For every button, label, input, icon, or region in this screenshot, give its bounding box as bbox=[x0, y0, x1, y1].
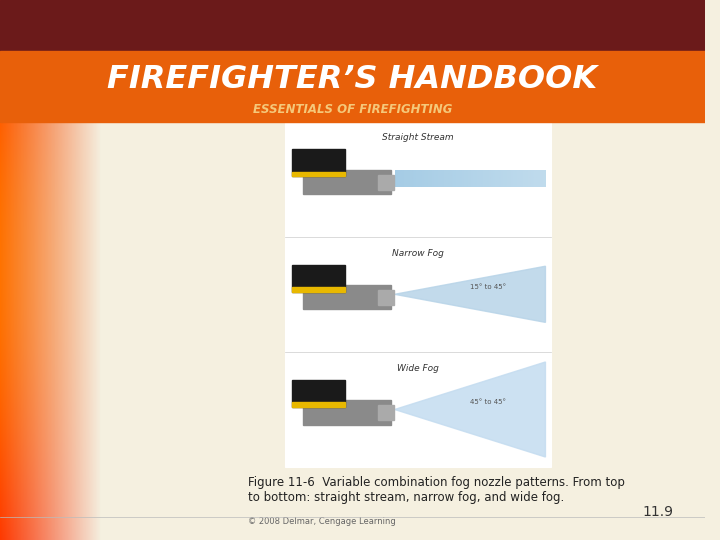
Text: Narrow Fog: Narrow Fog bbox=[392, 248, 444, 258]
Text: © 2008 Delmar, Cengage Learning: © 2008 Delmar, Cengage Learning bbox=[248, 517, 396, 526]
Text: Straight Stream: Straight Stream bbox=[382, 133, 454, 143]
Polygon shape bbox=[395, 362, 546, 457]
Bar bbox=[292, 150, 346, 177]
Text: ESSENTIALS OF FIREFIGHTING: ESSENTIALS OF FIREFIGHTING bbox=[253, 103, 452, 116]
Text: 15° to 45°: 15° to 45° bbox=[470, 284, 506, 290]
Bar bbox=[0, 0, 705, 51]
Bar bbox=[292, 380, 346, 407]
Text: 45° to 45°: 45° to 45° bbox=[470, 399, 506, 405]
Bar bbox=[303, 170, 391, 194]
Text: Wide Fog: Wide Fog bbox=[397, 364, 439, 373]
Text: to bottom: straight stream, narrow fog, and wide fog.: to bottom: straight stream, narrow fog, … bbox=[248, 491, 564, 504]
Bar bbox=[0, 51, 705, 122]
Bar bbox=[303, 285, 391, 309]
Bar bbox=[379, 289, 394, 305]
Text: Figure 11-6  Variable combination fog nozzle patterns. From top: Figure 11-6 Variable combination fog noz… bbox=[248, 476, 625, 489]
Bar bbox=[292, 287, 346, 292]
Bar bbox=[292, 265, 346, 292]
Bar bbox=[303, 400, 391, 424]
Bar bbox=[292, 402, 346, 407]
Bar bbox=[379, 405, 394, 420]
Text: FIREFIGHTER’S HANDBOOK: FIREFIGHTER’S HANDBOOK bbox=[107, 64, 598, 96]
Bar bbox=[285, 122, 551, 467]
Bar bbox=[379, 174, 394, 190]
Polygon shape bbox=[395, 266, 546, 322]
Bar bbox=[292, 172, 346, 177]
Text: 11.9: 11.9 bbox=[642, 505, 673, 519]
